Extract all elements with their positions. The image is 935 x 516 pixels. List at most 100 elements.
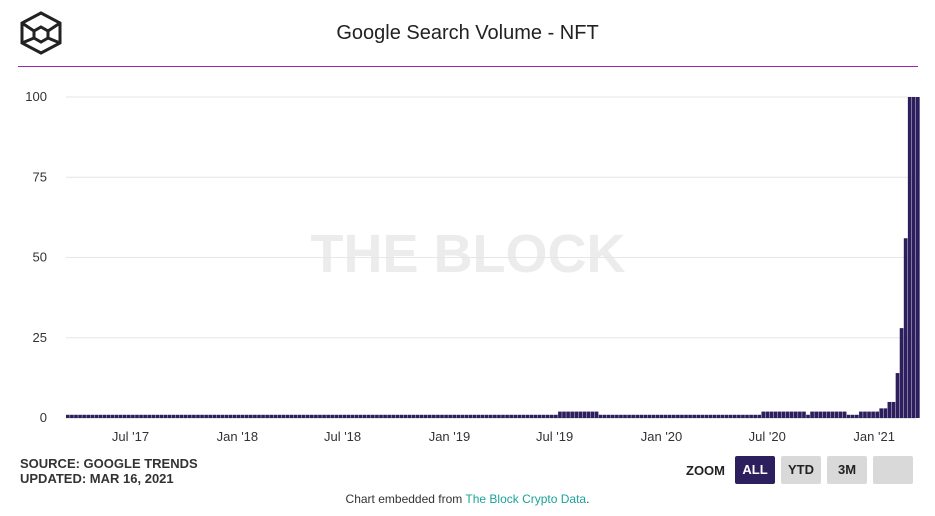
bar	[651, 414, 656, 418]
embed-prefix: Chart embedded from	[345, 492, 466, 506]
bar	[525, 414, 530, 418]
embed-link[interactable]: The Block Crypto Data	[465, 492, 587, 506]
bar	[338, 414, 343, 418]
bar	[358, 414, 363, 418]
bar	[899, 328, 904, 418]
bar	[688, 414, 692, 418]
x-tick-label: Jul '19	[536, 429, 573, 444]
x-tick-label: Jan '18	[217, 429, 259, 444]
bar	[704, 414, 709, 418]
bar	[257, 414, 261, 418]
bar	[472, 414, 477, 418]
bar	[696, 414, 701, 418]
bar	[761, 411, 766, 418]
bar	[594, 411, 599, 418]
bar	[798, 411, 802, 418]
bar	[200, 414, 204, 418]
bar	[671, 414, 676, 418]
bar	[204, 414, 208, 418]
bar	[810, 411, 814, 418]
bar	[741, 414, 745, 418]
bar	[342, 414, 347, 418]
the-block-logo-icon	[20, 11, 62, 55]
bar	[521, 414, 526, 418]
bar	[90, 414, 95, 418]
bar	[387, 414, 391, 418]
y-tick-label: 75	[33, 169, 47, 184]
zoom-controls: ZOOM ALL YTD 3M	[686, 456, 913, 484]
bar	[590, 411, 595, 418]
bar	[261, 414, 265, 418]
bar	[127, 414, 131, 418]
bar	[838, 411, 843, 418]
bar	[212, 414, 217, 418]
bar	[712, 414, 717, 418]
bar	[806, 414, 810, 418]
bar	[330, 414, 335, 418]
bar	[598, 414, 603, 418]
bar	[834, 411, 839, 418]
bar	[484, 414, 489, 418]
bar	[562, 411, 566, 418]
bar	[497, 414, 501, 418]
bar	[659, 414, 664, 418]
bar	[371, 414, 375, 418]
bar	[895, 373, 900, 418]
bar	[102, 414, 107, 418]
zoom-extra-button[interactable]	[873, 456, 913, 484]
bar	[293, 414, 298, 418]
zoom-ytd-button[interactable]: YTD	[781, 456, 821, 484]
bar	[171, 414, 176, 418]
bar	[737, 414, 741, 418]
bar	[867, 411, 871, 418]
bar	[70, 414, 74, 418]
bar	[765, 411, 770, 418]
bar	[464, 414, 469, 418]
bar	[863, 411, 867, 418]
bar	[440, 414, 444, 418]
bar	[643, 414, 648, 418]
bar	[350, 414, 355, 418]
gridlines	[66, 96, 916, 419]
bar	[582, 411, 587, 418]
bar	[147, 414, 152, 418]
bar	[676, 414, 680, 418]
x-tick-label: Jan '20	[641, 429, 683, 444]
bar	[700, 414, 705, 418]
bar	[842, 411, 847, 418]
bar	[106, 414, 111, 418]
bar	[110, 414, 115, 418]
title-divider	[18, 66, 918, 67]
bar	[366, 414, 371, 418]
bar	[663, 414, 668, 418]
zoom-all-button[interactable]: ALL	[735, 456, 775, 484]
bar	[549, 414, 554, 418]
zoom-3m-button[interactable]: 3M	[827, 456, 867, 484]
bar	[192, 414, 196, 418]
bar	[716, 414, 721, 418]
bar	[66, 414, 70, 418]
bar	[456, 414, 461, 418]
bar	[379, 414, 383, 418]
bar	[265, 414, 269, 418]
bar	[732, 414, 737, 418]
bar	[911, 97, 916, 418]
bar	[301, 414, 306, 418]
bar	[362, 414, 367, 418]
bar	[814, 411, 818, 418]
bar	[297, 414, 302, 418]
bar	[310, 414, 314, 418]
bar	[517, 414, 522, 418]
bar	[777, 411, 782, 418]
bar	[692, 414, 696, 418]
bar	[131, 414, 135, 418]
bar	[411, 414, 416, 418]
bar	[78, 414, 82, 418]
x-tick-label: Jan '19	[429, 429, 471, 444]
bar	[74, 414, 78, 418]
bar	[354, 414, 359, 418]
bar	[615, 414, 619, 418]
bar	[529, 414, 534, 418]
chart-title: Google Search Volume - NFT	[336, 22, 599, 44]
